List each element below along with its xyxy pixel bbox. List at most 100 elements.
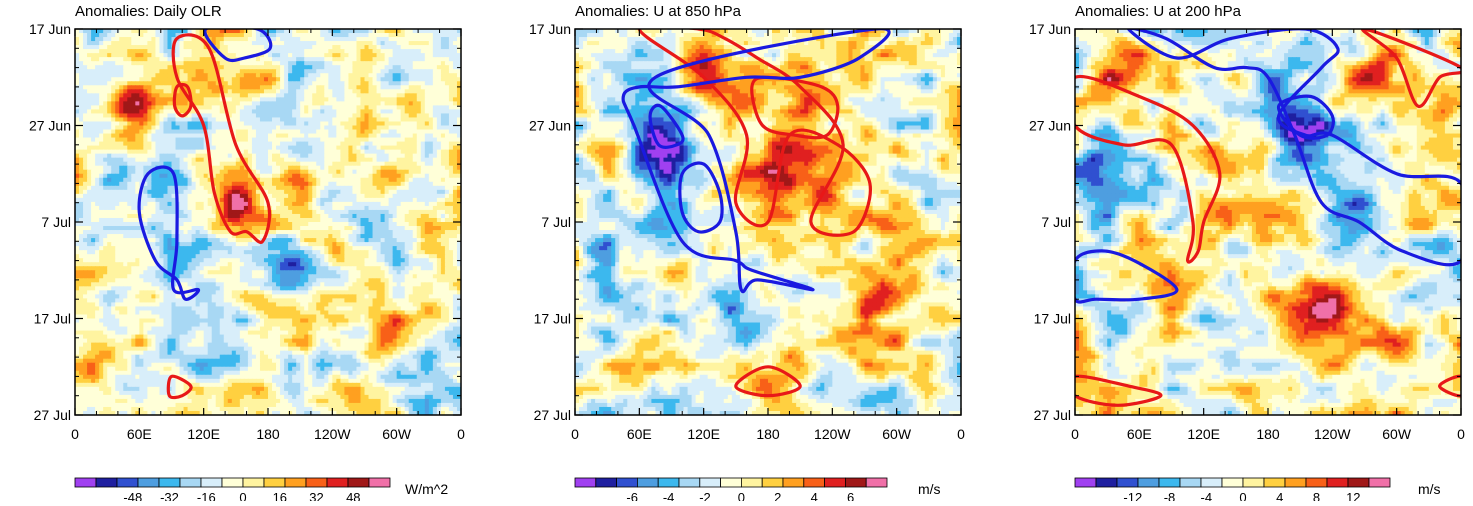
heatmap-cell <box>83 149 88 155</box>
heatmap-cell <box>111 129 116 135</box>
heatmap-cell <box>151 45 157 50</box>
heatmap-cell <box>251 181 257 187</box>
heatmap-cell <box>368 181 374 187</box>
heatmap-cell <box>171 149 177 155</box>
heatmap-cell <box>163 217 169 223</box>
heatmap-cell <box>123 125 128 131</box>
heatmap-cell <box>75 217 80 223</box>
heatmap-cell <box>243 169 249 175</box>
heatmap-cell <box>296 49 301 54</box>
heatmap-cell <box>420 89 426 94</box>
heatmap-cell <box>135 230 140 235</box>
heatmap-cell <box>175 145 181 151</box>
heatmap-cell <box>251 57 257 62</box>
heatmap-cell <box>103 165 108 171</box>
heatmap-cell <box>364 61 370 66</box>
heatmap-cell <box>452 49 458 54</box>
heatmap-cell <box>436 93 442 98</box>
heatmap-cell <box>231 81 237 86</box>
heatmap-cell <box>392 173 398 179</box>
heatmap-cell <box>348 165 354 171</box>
heatmap-cell <box>99 121 104 127</box>
heatmap-cell <box>276 33 281 38</box>
heatmap-cell <box>167 121 173 127</box>
heatmap-cell <box>424 57 430 62</box>
heatmap-cell <box>452 193 458 199</box>
heatmap-cell <box>103 209 108 215</box>
heatmap-cell <box>179 222 185 227</box>
heatmap-cell <box>263 37 269 42</box>
heatmap-cell <box>280 113 285 119</box>
heatmap-cell <box>400 157 406 163</box>
heatmap-cell <box>356 217 362 223</box>
heatmap-cell <box>179 197 185 203</box>
heatmap-cell <box>276 53 281 58</box>
heatmap-cell <box>79 145 84 151</box>
heatmap-cell <box>223 226 229 231</box>
heatmap-cell <box>412 49 418 54</box>
heatmap-cell <box>312 201 317 207</box>
heatmap-cell <box>123 165 128 171</box>
heatmap-cell <box>239 213 245 219</box>
heatmap-cell <box>91 69 96 74</box>
heatmap-cell <box>83 238 88 243</box>
heatmap-cell <box>364 85 370 90</box>
heatmap-cell <box>312 93 317 98</box>
heatmap-cell <box>340 101 345 106</box>
heatmap-cell <box>316 37 321 42</box>
heatmap-cell <box>272 189 277 195</box>
heatmap-cell <box>336 213 341 219</box>
heatmap-cell <box>432 230 438 235</box>
heatmap-cell <box>239 81 245 86</box>
heatmap-cell <box>223 53 229 58</box>
heatmap-cell <box>292 65 297 70</box>
heatmap-cell <box>336 165 341 171</box>
heatmap-cell <box>276 129 281 135</box>
heatmap-cell <box>388 201 394 207</box>
heatmap-cell <box>135 185 140 191</box>
heatmap-cell <box>436 165 442 171</box>
heatmap-cell <box>211 85 217 90</box>
heatmap-cell <box>416 205 422 211</box>
heatmap-cell <box>219 37 225 42</box>
heatmap-cell <box>392 149 398 155</box>
heatmap-cell <box>336 37 341 42</box>
panel-olr: Anomalies: Daily OLR 0 60E 120E 180 120W 60W 0… <box>29 3 465 505</box>
heatmap-cell <box>127 230 132 235</box>
heatmap-cell <box>99 141 104 147</box>
heatmap-cell <box>95 193 100 199</box>
heatmap-cell <box>111 165 116 171</box>
heatmap-cell <box>344 193 350 199</box>
heatmap-cell <box>276 165 281 171</box>
heatmap-cell <box>251 137 257 143</box>
heatmap-cell <box>155 185 161 191</box>
heatmap-cell <box>412 185 418 191</box>
heatmap-cell <box>404 189 410 195</box>
heatmap-cell <box>280 193 285 199</box>
heatmap-cell <box>127 133 132 139</box>
heatmap-cell <box>79 197 84 203</box>
heatmap-cell <box>143 185 148 191</box>
heatmap-cell <box>352 181 358 187</box>
heatmap-cell <box>147 165 152 171</box>
heatmap-cell <box>183 234 189 239</box>
heatmap-cell <box>324 129 329 135</box>
heatmap-cell <box>99 93 104 98</box>
heatmap-cell <box>352 213 358 219</box>
heatmap-cell <box>135 145 140 151</box>
heatmap-cell <box>396 222 402 227</box>
heatmap-cell <box>436 105 442 111</box>
heatmap-cell <box>235 193 241 199</box>
heatmap-cell <box>288 234 293 239</box>
heatmap-cell <box>75 181 80 187</box>
heatmap-cell <box>424 153 430 159</box>
heatmap-cell <box>107 230 112 235</box>
heatmap-cell <box>263 81 269 86</box>
heatmap-cell <box>79 93 84 98</box>
heatmap-cell <box>424 177 430 183</box>
heatmap-cell <box>111 117 116 123</box>
heatmap-cell <box>392 234 398 239</box>
heatmap-cell <box>448 234 454 239</box>
heatmap-cell <box>304 53 309 58</box>
heatmap-cell <box>183 141 189 147</box>
